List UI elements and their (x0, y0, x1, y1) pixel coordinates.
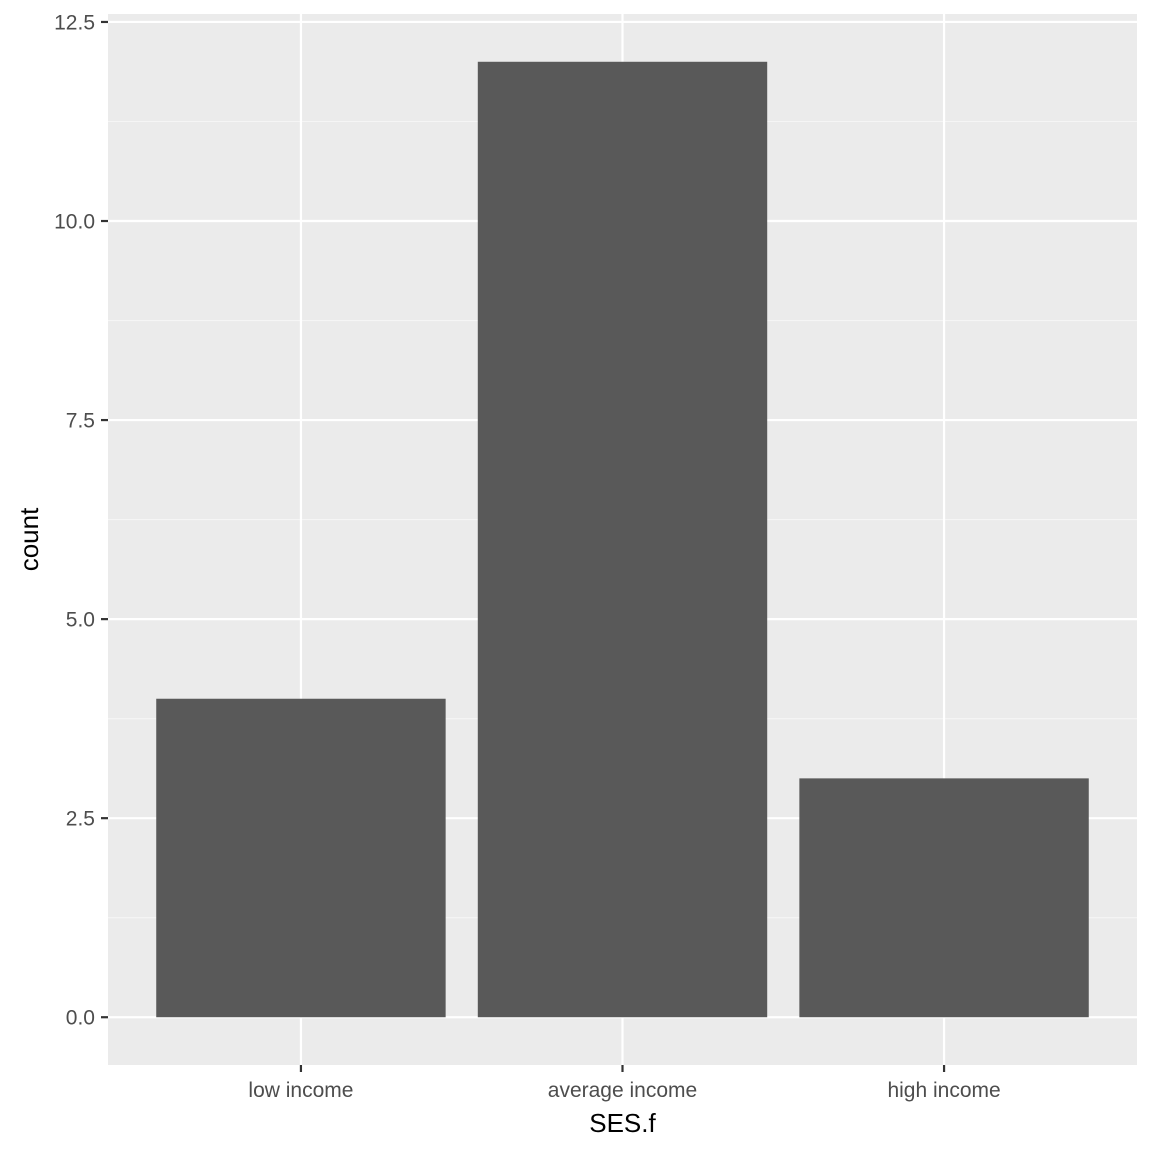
bar-low-income (156, 698, 446, 1018)
x-tick-label: high income (887, 1079, 1000, 1102)
x-tick-label: average income (548, 1079, 697, 1102)
y-axis-title: count (14, 507, 44, 571)
y-tick-label: 0.0 (66, 1007, 95, 1030)
y-axis: 0.0 2.5 5.0 7.5 10.0 12.5 (54, 11, 108, 1030)
x-axis-title: SES.f (589, 1108, 656, 1138)
y-tick-label: 7.5 (66, 410, 95, 433)
bar-average-income (477, 61, 768, 1018)
x-tick-label: low income (248, 1079, 353, 1102)
bars (156, 61, 1089, 1018)
y-tick-label: 10.0 (54, 211, 95, 234)
y-tick-label: 12.5 (54, 11, 95, 34)
x-axis: low income average income high income (248, 1065, 1001, 1102)
y-tick-label: 2.5 (66, 808, 95, 831)
bar-high-income (799, 778, 1089, 1018)
y-tick-label: 5.0 (66, 609, 95, 632)
